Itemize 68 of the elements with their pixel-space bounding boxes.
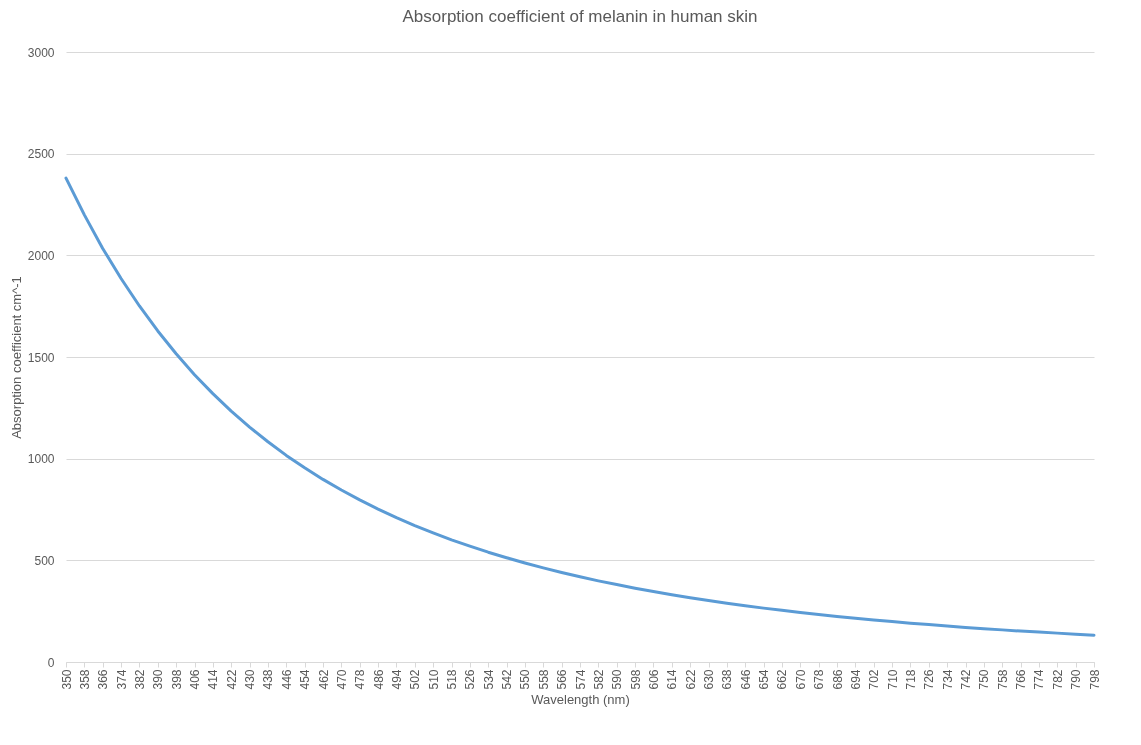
x-tick-label: 734 <box>940 669 955 690</box>
x-tick-label: 694 <box>848 669 863 690</box>
x-tick-label: 646 <box>738 669 753 690</box>
chart-title: Absorption coefficient of melanin in human skin <box>402 7 758 26</box>
x-tick-label: 566 <box>555 669 570 690</box>
x-tick-label: 502 <box>408 669 423 690</box>
x-tick-label: 414 <box>206 669 221 690</box>
x-tick-label: 550 <box>518 669 533 690</box>
x-tick-label: 478 <box>353 669 368 690</box>
x-tick-label: 390 <box>151 669 166 690</box>
x-tick-label: 678 <box>812 669 827 690</box>
x-tick-label: 622 <box>683 669 698 690</box>
x-tick-label: 534 <box>481 669 496 690</box>
x-tick-label: 598 <box>628 669 643 690</box>
x-axis-title: Wavelength (nm) <box>531 691 630 707</box>
x-tick-label: 582 <box>591 669 606 690</box>
x-tick-label: 654 <box>757 669 772 690</box>
x-tick-label: 350 <box>59 669 74 690</box>
x-tick-label: 574 <box>573 669 588 690</box>
x-tick-label: 662 <box>775 669 790 690</box>
x-tick-label: 798 <box>1087 669 1102 690</box>
x-tick-label: 710 <box>885 669 900 690</box>
x-tick-label: 526 <box>463 669 478 690</box>
x-tick-label: 750 <box>977 669 992 690</box>
x-tick-label: 358 <box>77 669 92 690</box>
x-tick-label: 422 <box>224 669 239 690</box>
x-tick-label: 454 <box>298 669 313 690</box>
y-tick-label: 0 <box>47 655 55 670</box>
y-tick-label: 1000 <box>27 452 55 467</box>
x-tick-label: 494 <box>389 669 404 690</box>
x-tick-label: 438 <box>261 669 276 690</box>
x-tick-label: 790 <box>1069 669 1084 690</box>
x-tick-label: 406 <box>188 669 202 690</box>
x-tick-label: 462 <box>316 669 331 690</box>
x-tick-label: 398 <box>169 669 184 690</box>
y-tick-label: 3000 <box>27 45 55 60</box>
y-tick-label: 2000 <box>27 248 55 263</box>
x-tick-label: 638 <box>720 669 735 690</box>
x-tick-label: 366 <box>96 669 111 690</box>
x-tick-label: 702 <box>867 669 882 690</box>
x-tick-label: 590 <box>610 669 625 690</box>
x-tick-label: 542 <box>500 669 515 690</box>
x-tick-label: 470 <box>334 669 349 690</box>
x-tick-label: 486 <box>371 669 386 690</box>
x-tick-label: 374 <box>114 669 129 690</box>
x-tick-label: 782 <box>1050 669 1065 690</box>
x-tick-label: 558 <box>536 669 551 690</box>
x-tick-label: 742 <box>959 669 973 690</box>
x-tick-label: 630 <box>702 669 716 690</box>
x-tick-label: 670 <box>793 669 808 690</box>
x-tick-label: 606 <box>646 669 661 690</box>
x-tick-label: 430 <box>243 669 258 690</box>
y-axis-title: Absorption coefficient cm^-1 <box>8 276 24 439</box>
x-tick-label: 686 <box>830 669 845 690</box>
x-tick-label: 758 <box>995 669 1010 690</box>
x-tick-label: 774 <box>1032 669 1047 690</box>
y-tick-label: 500 <box>34 553 55 568</box>
y-tick-label: 2500 <box>27 147 55 162</box>
x-tick-label: 382 <box>132 669 147 690</box>
x-tick-label: 718 <box>903 669 918 690</box>
x-tick-label: 726 <box>922 669 937 690</box>
y-tick-label: 1500 <box>27 350 55 365</box>
x-tick-label: 510 <box>426 669 441 690</box>
x-tick-label: 766 <box>1014 669 1029 690</box>
x-tick-label: 518 <box>445 669 459 690</box>
line-series <box>64 176 1096 637</box>
x-tick-label: 446 <box>279 669 294 690</box>
x-tick-label: 614 <box>665 669 680 690</box>
